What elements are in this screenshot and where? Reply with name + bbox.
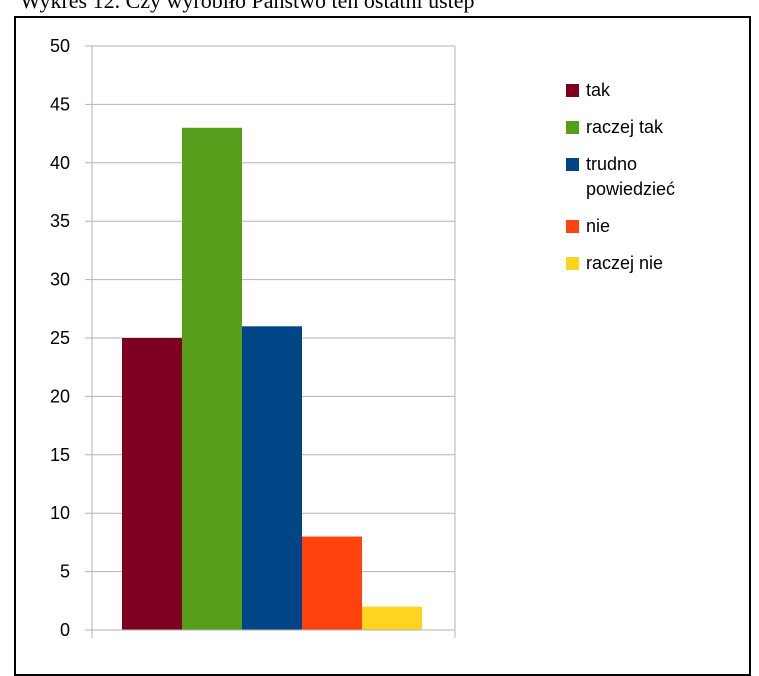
y-tick-label: 45 [50, 94, 70, 114]
bar-tak [122, 338, 182, 630]
y-tick-label: 15 [50, 445, 70, 465]
legend-swatch [566, 257, 579, 270]
y-tick-label: 5 [60, 562, 70, 582]
bar-chart: 0 5 10 15 20 25 30 35 40 45 50 tak raczej tak trudno… [50, 36, 675, 640]
bar-raczej-nie [362, 606, 422, 630]
legend-swatch [566, 84, 579, 97]
axes [91, 46, 456, 638]
y-tick-label: 50 [50, 36, 70, 56]
y-tick-label: 0 [60, 620, 70, 640]
y-tick-label: 20 [50, 386, 70, 406]
legend-label: tak [586, 80, 611, 100]
legend-swatch [566, 121, 579, 134]
chart-caption: Wykres 12. Czy wyrobiło Państwo ten osta… [20, 0, 475, 13]
y-tick-label: 40 [50, 153, 70, 173]
y-tick-label: 30 [50, 270, 70, 290]
y-axis-ticks: 0 5 10 15 20 25 30 35 40 45 50 [50, 36, 92, 640]
bar-nie [302, 536, 362, 630]
y-tick-label: 25 [50, 328, 70, 348]
legend: tak raczej tak trudno powiedzieć nie raczej n… [566, 80, 675, 273]
bars [122, 127, 422, 630]
legend-label: raczej nie [586, 253, 663, 273]
legend-label: powiedzieć [586, 179, 675, 199]
legend-swatch [566, 158, 579, 171]
legend-swatch [566, 220, 579, 233]
y-tick-label: 10 [50, 503, 70, 523]
legend-label: trudno [586, 154, 637, 174]
y-tick-label: 35 [50, 211, 70, 231]
legend-label: raczej tak [586, 117, 664, 137]
bar-trudno-powiedzieć [242, 326, 302, 630]
legend-label: nie [586, 216, 610, 236]
bar-raczej-tak [182, 127, 242, 630]
